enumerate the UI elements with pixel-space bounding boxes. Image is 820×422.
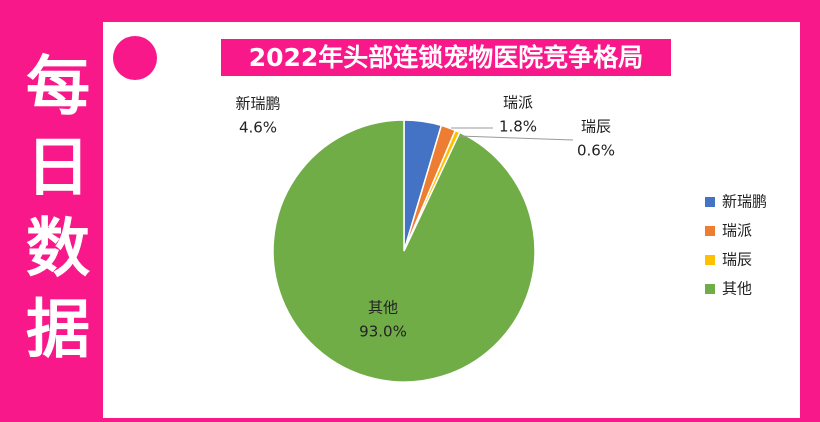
slice-name-label: 新瑞鹏: [235, 95, 280, 113]
legend-swatch: [705, 197, 715, 207]
slice-value-label: 0.6%: [577, 142, 615, 160]
logo: [113, 36, 157, 80]
chart-title: 2022年头部连锁宠物医院竞争格局: [249, 43, 644, 72]
legend-label: 新瑞鹏: [722, 193, 767, 211]
legend-swatch: [705, 284, 715, 294]
slice-value-label: 4.6%: [239, 119, 277, 137]
slice-name-label: 瑞派: [503, 94, 533, 112]
title-box: [221, 39, 671, 76]
slice-name-label: 瑞辰: [581, 118, 611, 136]
sidebar-text: 每日数据: [15, 52, 89, 376]
legend-swatch: [705, 226, 715, 236]
legend-label: 瑞派: [722, 222, 752, 240]
slice-value-label: 1.8%: [499, 118, 537, 136]
legend-label: 其他: [722, 280, 752, 298]
legend-swatch: [705, 255, 715, 265]
slice-name-label: 其他: [368, 299, 398, 317]
slice-value-label: 93.0%: [359, 323, 407, 341]
pie-slice: [272, 119, 536, 383]
legend-label: 瑞辰: [722, 251, 752, 269]
leader-line: [458, 135, 574, 141]
chart: 2022年头部连锁宠物医院竞争格局 新瑞鹏 4.6% 瑞派 1.8% 瑞辰 0.6% 其他 9…: [113, 36, 767, 383]
panel: 2022年头部连锁宠物医院竞争格局 新瑞鹏 4.6% 瑞派 1.8% 瑞辰 0.6% 其他 9…: [103, 22, 800, 418]
